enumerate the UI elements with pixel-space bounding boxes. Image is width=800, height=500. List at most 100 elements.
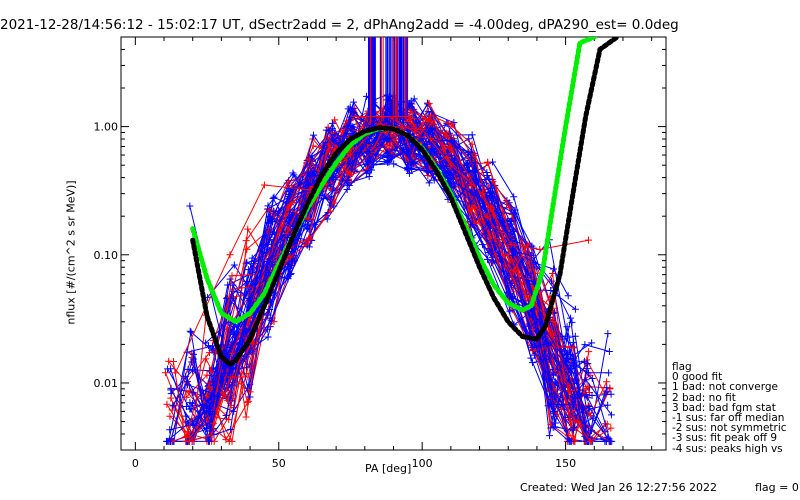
data-point-marker [389,138,397,146]
data-point-marker [243,245,251,253]
data-point-marker [390,160,398,168]
data-point-marker [506,307,514,315]
data-point-marker [382,96,390,104]
data-point-marker [423,166,431,174]
data-point-marker [484,159,492,167]
data-point-marker [607,424,615,432]
x-tick-label: 50 [272,457,286,470]
flag-note: flag = 0 [755,481,799,494]
data-point-marker [526,280,534,288]
data-point-marker [585,369,593,377]
data-point-marker [246,380,254,388]
data-point-marker [207,431,215,439]
data-point-marker [205,405,213,413]
data-point-marker [427,135,435,143]
data-point-marker [464,149,472,157]
data-point-marker [447,161,455,169]
data-point-marker [161,369,169,377]
data-point-marker [545,432,553,440]
flag-legend: flag 0 good fit 1 bad: not converge 2 ba… [672,362,787,454]
data-point-marker [182,402,190,410]
data-point-marker [565,437,573,445]
data-point-marker [471,203,479,211]
data-point-marker [326,182,334,190]
data-point-marker [443,137,451,145]
data-point-marker [529,343,537,351]
data-point-marker [208,346,216,354]
legend-item: 1 bad: not converge [672,381,778,394]
data-point-marker [363,169,371,177]
data-point-marker [588,339,596,347]
data-point-marker [327,201,335,209]
data-point-marker [350,109,358,117]
data-point-marker [424,108,432,116]
legend-item: 2 bad: no fit [672,391,736,404]
data-point-marker [304,215,312,223]
data-point-marker [569,401,577,409]
data-point-marker [225,437,233,445]
data-point-marker [547,400,555,408]
data-point-marker [264,202,272,210]
legend-item: -3 sus: fit peak off 9 [672,432,777,445]
data-point-marker [243,398,251,406]
data-point-marker [263,325,271,333]
data-point-marker [507,220,515,228]
data-point-marker [580,357,588,365]
data-point-marker [385,144,393,152]
data-point-marker [584,401,592,409]
data-point-marker [511,278,519,286]
data-point-marker [286,208,294,216]
data-point-marker [450,138,458,146]
data-point-marker [582,376,590,384]
data-point-marker [344,105,352,113]
data-point-marker [447,144,455,152]
y-tick-label: 0.01 [94,377,119,390]
data-point-marker [588,374,596,382]
data-point-marker [227,425,235,433]
data-point-marker [166,426,174,434]
data-point-marker [509,268,517,276]
data-point-marker [605,348,613,356]
x-tick-label: 0 [132,457,139,470]
data-point-marker [410,150,418,158]
data-point-marker [445,119,453,127]
data-point-marker [189,350,197,358]
data-point-marker [365,149,373,157]
data-point-marker [565,387,573,395]
data-point-marker [345,182,353,190]
legend-item: -2 sus: not symmetric [672,422,787,435]
data-point-marker [478,190,486,198]
data-point-marker [227,373,235,381]
data-point-marker [284,275,292,283]
data-point-marker [585,348,593,356]
data-layer [161,37,620,445]
data-point-marker [226,369,234,377]
data-point-marker [230,261,238,269]
data-point-marker [569,344,577,352]
data-point-marker [418,135,426,143]
data-point-marker [583,365,591,373]
data-point-marker [530,351,538,359]
data-point-marker [166,412,174,420]
data-point-marker [570,423,578,431]
legend-item: -4 sus: peaks high vs [672,442,783,455]
data-point-marker [346,151,354,159]
data-point-marker [544,402,552,410]
data-point-marker [167,394,175,402]
data-point-marker [425,179,433,187]
data-line-red [168,123,590,438]
data-point-marker [265,269,273,277]
data-point-marker [186,327,194,335]
data-point-marker [571,417,579,425]
data-point-marker [583,383,591,391]
data-point-marker [167,386,175,394]
data-point-marker [523,294,531,302]
data-point-marker [224,397,232,405]
created-timestamp: Created: Wed Jan 26 12:27:56 2022 [520,481,718,494]
data-point-marker [571,305,579,313]
data-point-marker [222,436,230,444]
data-point-marker [172,369,179,377]
data-point-marker [567,314,575,322]
data-point-marker [169,402,177,410]
data-point-marker [309,142,317,150]
